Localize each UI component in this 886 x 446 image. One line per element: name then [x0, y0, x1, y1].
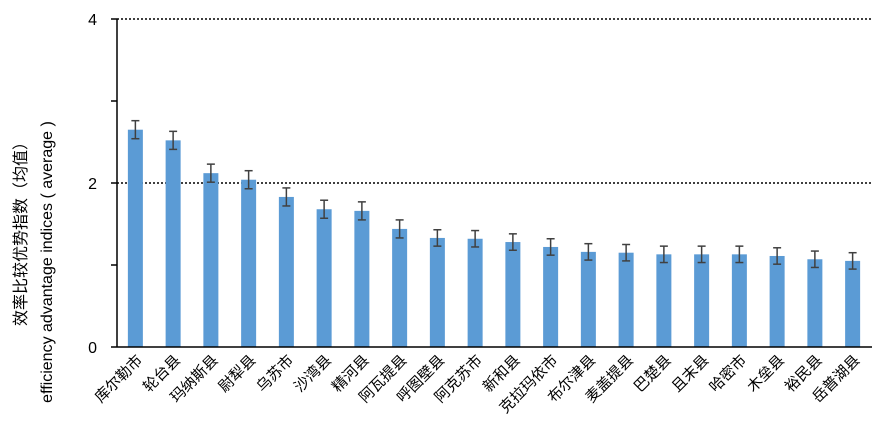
x-tick-label: 沙湾县: [290, 351, 335, 396]
bar: [731, 254, 747, 347]
x-tick-label: 哈密市: [706, 351, 751, 396]
y-tick-label: 2: [88, 176, 97, 193]
bar: [618, 252, 634, 347]
bar: [467, 238, 483, 347]
bar: [807, 259, 823, 347]
bar: [278, 196, 294, 347]
bar: [316, 209, 332, 347]
x-tick-label: 尉犁县: [215, 351, 260, 396]
y-axis-label-cn: 效率比较优势指数（均值）: [11, 134, 30, 326]
bar: [127, 129, 143, 347]
y-axis-label-en: efficiency advantage indices ( average ): [39, 121, 56, 403]
bar: [392, 228, 408, 347]
bar: [505, 242, 521, 347]
bar: [354, 210, 370, 347]
x-tick-label: 巴楚县: [630, 351, 675, 396]
y-tick-label: 0: [88, 340, 97, 357]
bar: [769, 255, 785, 347]
bar: [656, 254, 672, 347]
bar: [543, 246, 559, 347]
x-tick-label: 且末县: [668, 351, 713, 396]
bar: [429, 237, 445, 347]
y-tick-label: 4: [88, 12, 97, 29]
bar: [241, 179, 257, 347]
bar: [165, 140, 181, 347]
bar: [580, 251, 596, 347]
bar: [694, 254, 710, 347]
x-tick-label: 木垒县: [743, 351, 788, 396]
bar: [845, 260, 861, 347]
x-tick-label: 库尔勒市: [91, 351, 146, 406]
bar: [203, 173, 219, 347]
x-tick-label: 乌苏市: [253, 351, 298, 396]
